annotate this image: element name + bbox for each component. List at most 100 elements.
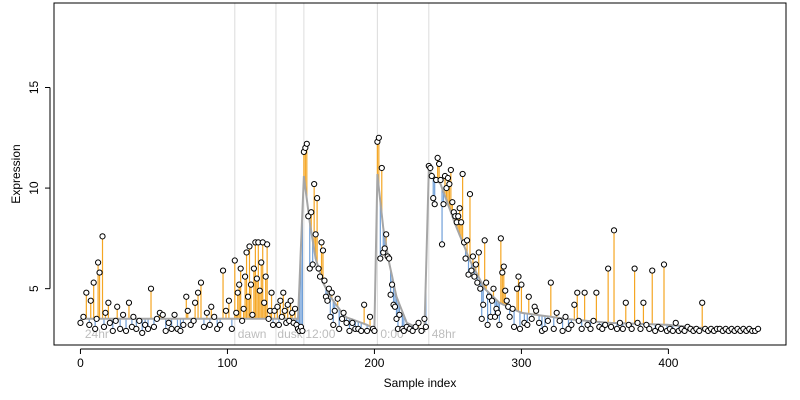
data-point bbox=[525, 293, 532, 300]
data-point bbox=[499, 269, 506, 276]
data-point bbox=[418, 327, 425, 335]
data-point bbox=[510, 323, 518, 330]
data-point bbox=[278, 313, 285, 320]
data-point bbox=[309, 261, 316, 268]
data-point bbox=[619, 325, 626, 333]
segment-label: 48hr bbox=[432, 327, 456, 341]
data-point bbox=[628, 325, 635, 333]
data-point bbox=[284, 301, 291, 308]
data-point bbox=[184, 307, 191, 314]
data-point bbox=[219, 267, 227, 274]
data-point bbox=[171, 311, 178, 318]
data-point bbox=[318, 239, 325, 246]
data-point bbox=[469, 253, 477, 260]
data-point bbox=[328, 289, 335, 296]
data-point bbox=[533, 307, 540, 314]
data-point bbox=[516, 325, 524, 333]
data-point bbox=[87, 297, 94, 304]
data-point bbox=[336, 325, 343, 333]
data-point bbox=[312, 231, 319, 238]
x-tick-label: 300 bbox=[511, 356, 531, 370]
data-point bbox=[334, 295, 341, 302]
data-point bbox=[541, 325, 549, 333]
data-point bbox=[559, 327, 566, 335]
data-point bbox=[387, 291, 394, 298]
data-point bbox=[657, 325, 665, 333]
data-point bbox=[225, 297, 233, 304]
data-point bbox=[500, 263, 507, 270]
data-point bbox=[136, 317, 143, 324]
x-tick-label: 400 bbox=[658, 356, 678, 370]
data-point bbox=[363, 327, 371, 335]
data-point bbox=[153, 315, 160, 322]
data-point bbox=[371, 327, 378, 335]
data-point bbox=[177, 327, 184, 335]
data-point bbox=[383, 231, 390, 238]
data-point bbox=[509, 305, 516, 312]
data-point bbox=[528, 315, 535, 322]
data-point bbox=[338, 315, 346, 322]
data-point bbox=[168, 325, 175, 333]
data-point bbox=[447, 166, 454, 174]
data-point bbox=[316, 273, 324, 280]
data-point bbox=[106, 319, 113, 326]
data-point bbox=[274, 303, 281, 310]
data-point bbox=[269, 321, 277, 328]
data-point bbox=[422, 323, 429, 330]
data-point bbox=[491, 313, 499, 320]
data-point bbox=[444, 174, 452, 182]
segment-label: 12:00 bbox=[305, 327, 335, 341]
data-point bbox=[446, 180, 453, 188]
data-point bbox=[393, 315, 400, 322]
data-point bbox=[574, 289, 581, 296]
data-point bbox=[162, 327, 169, 335]
data-point bbox=[381, 245, 388, 252]
data-point bbox=[243, 249, 250, 256]
data-point bbox=[114, 303, 121, 310]
x-tick-label: 0 bbox=[77, 356, 84, 370]
data-point bbox=[640, 299, 647, 306]
data-point bbox=[571, 301, 578, 308]
data-point bbox=[308, 209, 315, 216]
data-point bbox=[480, 301, 487, 308]
data-point bbox=[584, 321, 591, 328]
data-point bbox=[206, 321, 213, 328]
data-point bbox=[90, 279, 97, 286]
data-point bbox=[455, 213, 462, 220]
data-point bbox=[133, 325, 140, 333]
x-axis-label: Sample index bbox=[384, 376, 457, 390]
data-point bbox=[100, 323, 108, 330]
data-point bbox=[649, 267, 656, 274]
data-point bbox=[625, 321, 632, 328]
data-point bbox=[109, 327, 116, 335]
y-tick-label: 15 bbox=[27, 80, 41, 94]
data-point bbox=[303, 140, 310, 147]
data-point bbox=[503, 297, 510, 304]
data-point bbox=[494, 309, 502, 316]
data-point bbox=[208, 303, 215, 310]
data-point bbox=[319, 247, 327, 254]
data-point bbox=[544, 317, 551, 324]
data-point bbox=[211, 313, 218, 320]
data-point bbox=[281, 307, 288, 314]
y-axis-label: Expression bbox=[9, 144, 23, 203]
data-point bbox=[264, 241, 271, 248]
data-point bbox=[216, 321, 224, 328]
data-point bbox=[497, 235, 504, 242]
data-point bbox=[478, 315, 485, 322]
data-points bbox=[77, 134, 762, 337]
data-point bbox=[428, 172, 435, 180]
data-point bbox=[311, 180, 318, 188]
data-point bbox=[289, 309, 296, 316]
data-point bbox=[315, 265, 322, 272]
data-point bbox=[652, 327, 659, 335]
y-tick-label: 10 bbox=[27, 181, 41, 195]
data-point bbox=[610, 227, 618, 234]
data-point bbox=[427, 164, 434, 172]
data-point bbox=[93, 315, 100, 322]
data-point bbox=[240, 305, 247, 312]
data-point bbox=[421, 315, 428, 322]
data-point bbox=[253, 275, 260, 282]
data-point bbox=[430, 195, 437, 202]
